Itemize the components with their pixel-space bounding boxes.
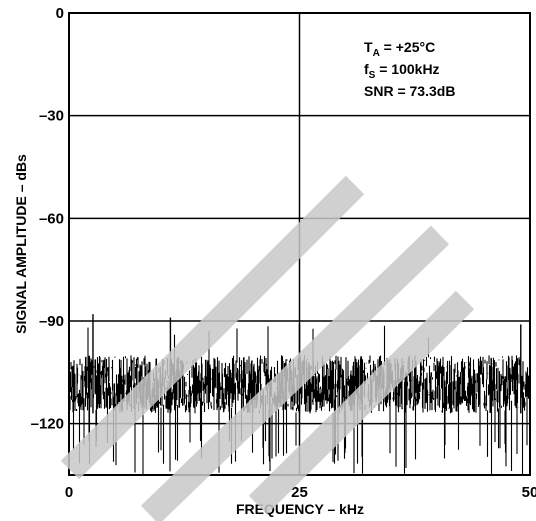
x-tick-label: 25	[291, 484, 308, 501]
conditions-annotation: TA = +25°C fS = 100kHz SNR = 73.3dB	[364, 39, 455, 99]
y-axis-title: SIGNAL AMPLITUDE – dBs	[13, 154, 29, 334]
y-tick-label: –120	[31, 416, 64, 433]
x-tick-label: 0	[65, 484, 73, 501]
watermark-stripe	[140, 225, 450, 521]
x-tick-labels: 0 25 50	[65, 484, 536, 501]
x-axis-title: FREQUENCY – kHz	[236, 501, 364, 517]
y-tick-label: –60	[39, 210, 64, 227]
y-tick-labels: 0 –30 –60 –90 –120	[31, 5, 64, 433]
y-tick-label: 0	[56, 5, 64, 22]
watermark	[60, 175, 475, 521]
y-tick-label: –90	[39, 313, 64, 330]
temperature-note: TA = +25°C	[364, 39, 435, 59]
watermark-stripe	[60, 175, 365, 480]
snr-note: SNR = 73.3dB	[364, 83, 455, 99]
x-tick-label: 50	[522, 484, 536, 501]
sample-rate-note: fS = 100kHz	[364, 61, 440, 81]
y-tick-label: –30	[39, 108, 64, 125]
watermark-stripe	[248, 290, 475, 515]
